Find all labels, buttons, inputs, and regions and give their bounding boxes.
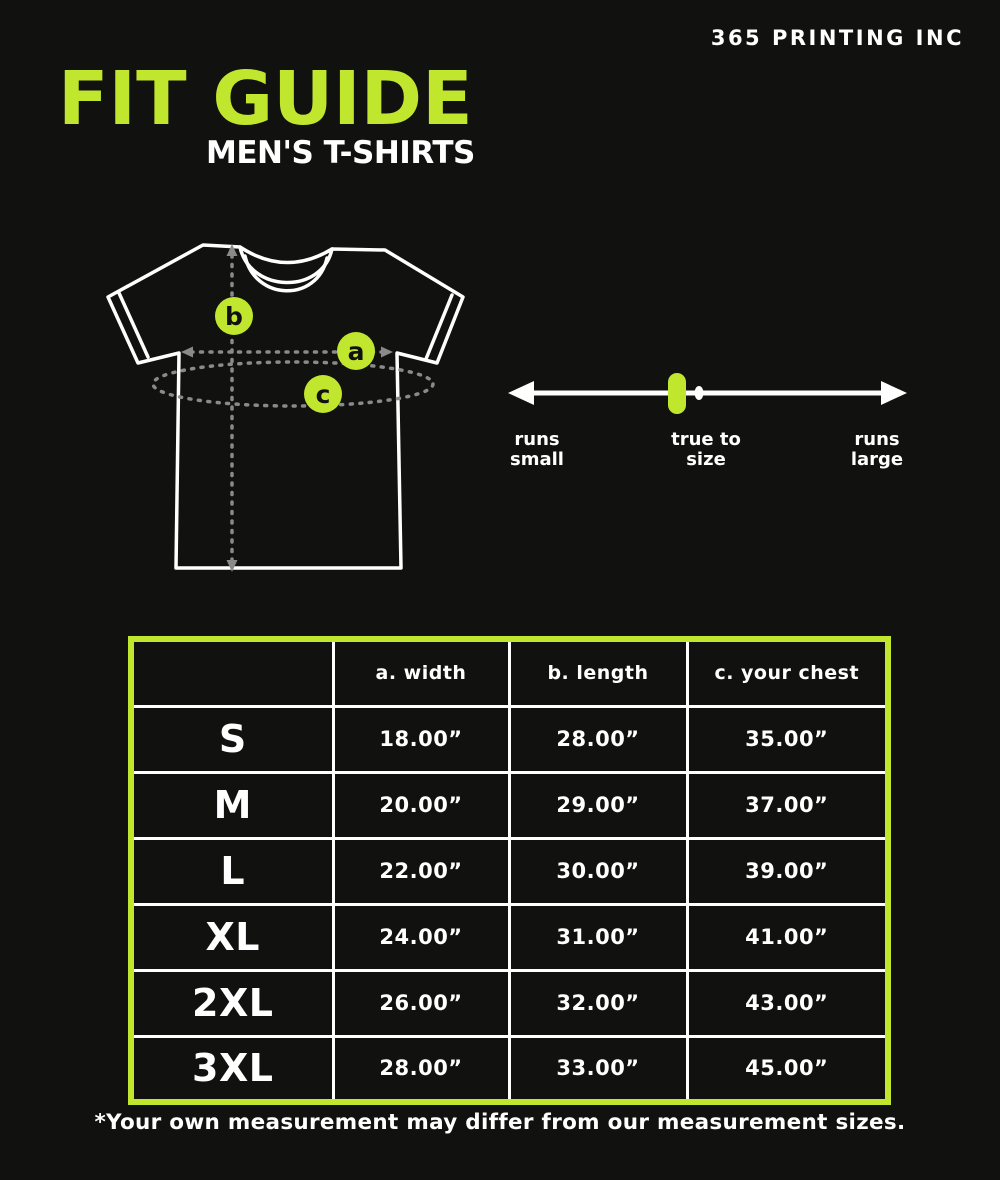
size-table: a. width b. length c. your chest S 18.00… bbox=[128, 636, 891, 1105]
width-value-cell: 26.00” bbox=[331, 968, 511, 1038]
chest-measure-ellipse bbox=[151, 360, 435, 408]
fit-scale-label-runs-small: runs small bbox=[510, 429, 564, 471]
length-value-cell: 31.00” bbox=[507, 902, 689, 972]
marker-c: c bbox=[304, 375, 342, 413]
fit-indicator-pill-icon bbox=[668, 373, 686, 414]
page-subtitle: MEN'S T-SHIRTS bbox=[206, 135, 475, 171]
marker-a: a bbox=[337, 332, 375, 370]
col-header-length: b. length bbox=[507, 637, 689, 708]
table-row-l: L 22.00” 30.00” 39.00” bbox=[129, 836, 890, 906]
marker-a-circle-icon bbox=[337, 332, 375, 370]
table-row-s: S 18.00” 28.00” 35.00” bbox=[129, 704, 890, 774]
tshirt-measurement-diagram: b a c bbox=[106, 243, 465, 572]
width-arrow-left-icon bbox=[181, 346, 193, 358]
col-header-chest: c. your chest bbox=[685, 637, 890, 708]
fit-scale-label-true-to-size: true to size bbox=[671, 429, 741, 471]
tshirt-back-collar-icon bbox=[238, 245, 334, 265]
chest-value-cell: 43.00” bbox=[685, 968, 890, 1038]
table-header-row: a. width b. length c. your chest bbox=[129, 637, 890, 708]
fit-scale: runs small true to size runs large bbox=[505, 370, 910, 485]
width-value-cell: 22.00” bbox=[331, 836, 511, 906]
arrow-left-icon bbox=[508, 381, 534, 405]
length-value-cell: 29.00” bbox=[507, 770, 689, 840]
table-row-xl: XL 24.00” 31.00” 41.00” bbox=[129, 902, 890, 972]
marker-b-circle-icon bbox=[215, 297, 253, 335]
tshirt-right-cuff-icon bbox=[424, 293, 454, 361]
length-arrow-up-icon bbox=[226, 244, 238, 256]
tshirt-collar-band-icon bbox=[243, 254, 329, 293]
col-header-width: a. width bbox=[331, 637, 511, 708]
fit-indicator-dot-icon bbox=[694, 386, 704, 400]
length-value-cell: 28.00” bbox=[507, 704, 689, 774]
fit-scale-arrow bbox=[508, 373, 907, 414]
page-title: FIT GUIDE bbox=[58, 56, 473, 142]
chest-value-cell: 37.00” bbox=[685, 770, 890, 840]
size-label-cell: L bbox=[129, 836, 335, 906]
table-row-3xl: 3XL 28.00” 33.00” 45.00” bbox=[129, 1034, 890, 1104]
table-row-2xl: 2XL 26.00” 32.00” 43.00” bbox=[129, 968, 890, 1038]
arrow-right-icon bbox=[881, 381, 907, 405]
fit-scale-label-runs-large: runs large bbox=[850, 429, 904, 471]
chest-value-cell: 45.00” bbox=[685, 1034, 890, 1104]
marker-a-letter: a bbox=[348, 337, 365, 366]
footnote: *Your own measurement may differ from ou… bbox=[94, 1110, 906, 1135]
width-value-cell: 18.00” bbox=[331, 704, 511, 774]
width-value-cell: 20.00” bbox=[331, 770, 511, 840]
brand-name: 365 PRINTING INC bbox=[710, 26, 964, 50]
width-value-cell: 28.00” bbox=[331, 1034, 511, 1104]
length-value-cell: 32.00” bbox=[507, 968, 689, 1038]
marker-c-circle-icon bbox=[304, 375, 342, 413]
width-arrow-right-icon bbox=[381, 346, 393, 358]
chest-value-cell: 39.00” bbox=[685, 836, 890, 906]
length-arrow-down-icon bbox=[226, 560, 238, 572]
size-label-cell: M bbox=[129, 770, 335, 840]
size-label-cell: XL bbox=[129, 902, 335, 972]
table-row-m: M 20.00” 29.00” 37.00” bbox=[129, 770, 890, 840]
length-value-cell: 33.00” bbox=[507, 1034, 689, 1104]
width-value-cell: 24.00” bbox=[331, 902, 511, 972]
tshirt-left-cuff-icon bbox=[117, 291, 150, 359]
chest-value-cell: 41.00” bbox=[685, 902, 890, 972]
chest-value-cell: 35.00” bbox=[685, 704, 890, 774]
size-label-cell: 3XL bbox=[129, 1034, 335, 1104]
size-label-cell: S bbox=[129, 704, 335, 774]
marker-b-letter: b bbox=[225, 302, 243, 331]
length-value-cell: 30.00” bbox=[507, 836, 689, 906]
table-corner-cell bbox=[129, 637, 335, 708]
marker-b: b bbox=[215, 297, 253, 335]
marker-c-letter: c bbox=[316, 380, 331, 409]
size-label-cell: 2XL bbox=[129, 968, 335, 1038]
